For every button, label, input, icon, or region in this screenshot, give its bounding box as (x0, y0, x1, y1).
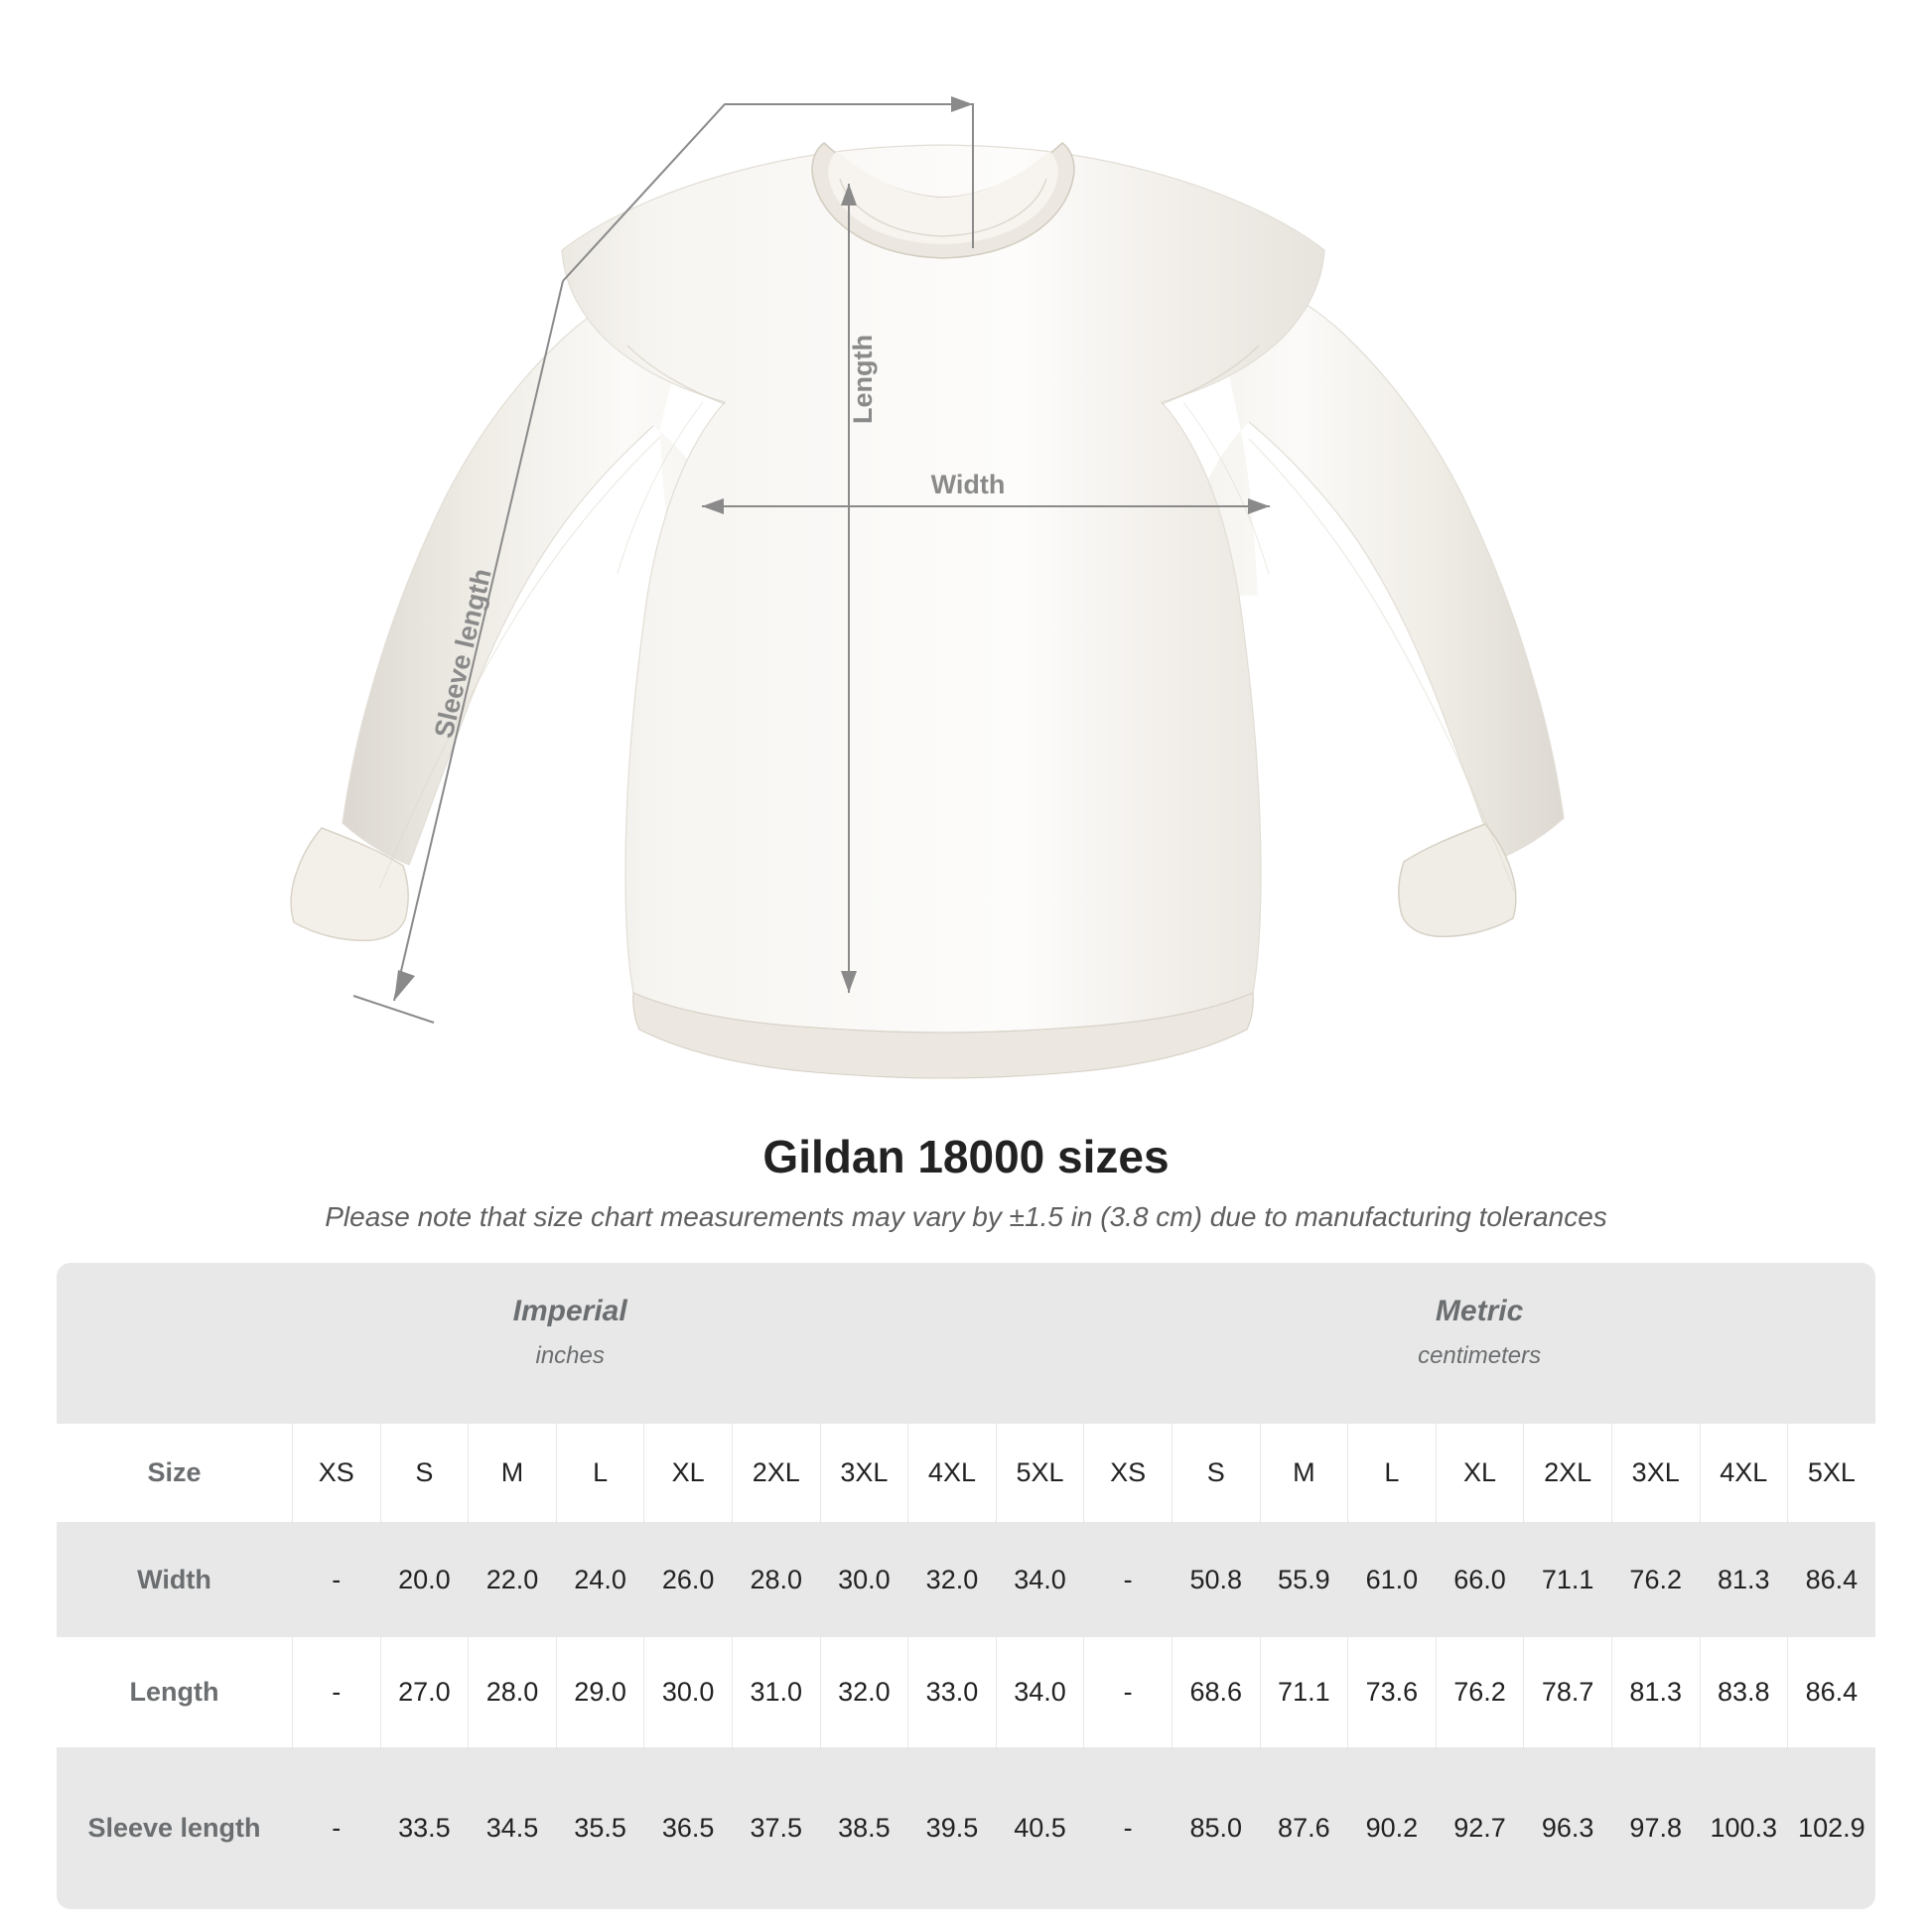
svg-text:Length: Length (848, 335, 878, 424)
svg-text:Width: Width (931, 470, 1006, 499)
